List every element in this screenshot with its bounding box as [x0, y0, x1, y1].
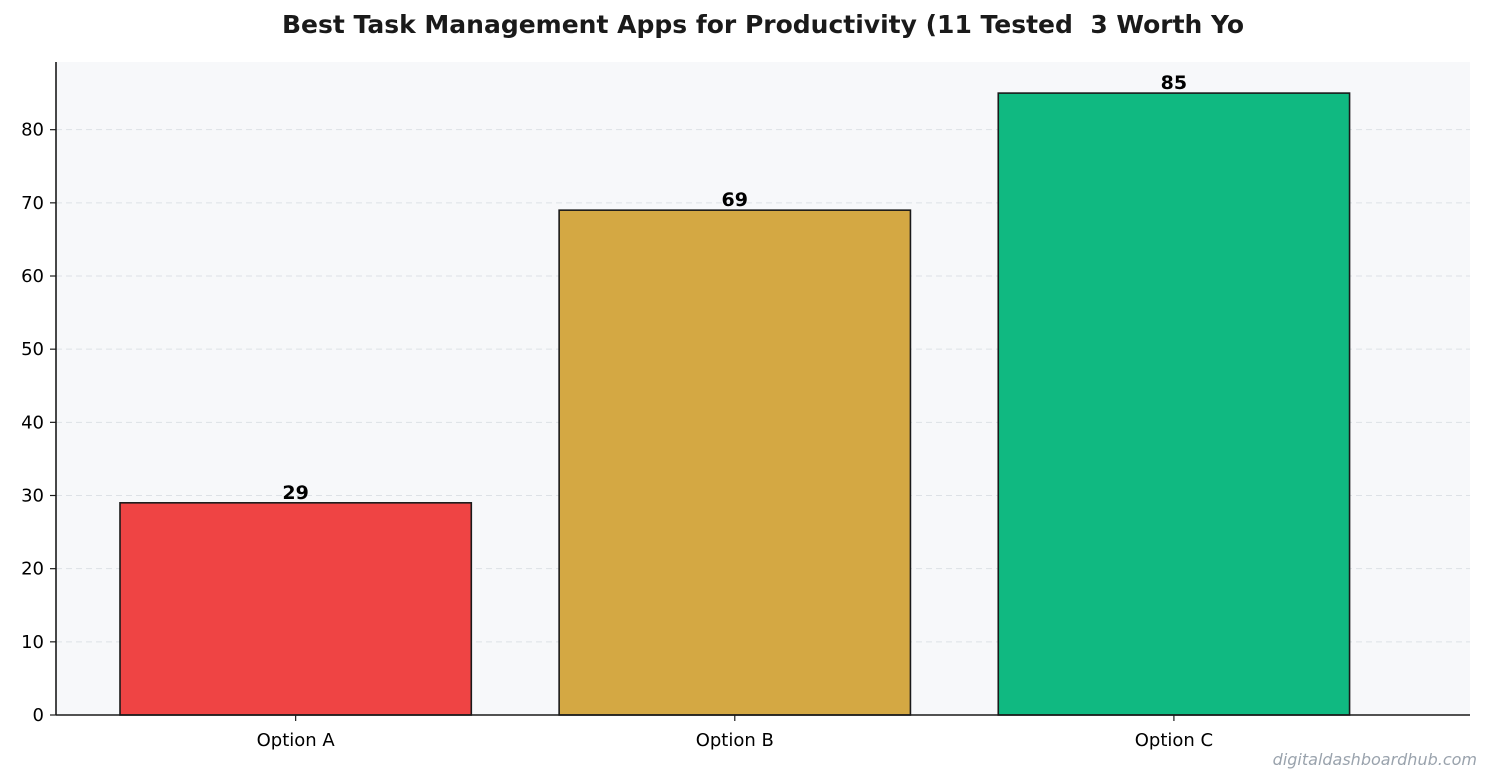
y-tick-label: 50 [21, 339, 44, 360]
bar-option-c [997, 92, 1351, 716]
y-tick-label: 40 [21, 412, 44, 433]
data-label: 29 [282, 482, 308, 504]
chart-title: Best Task Management Apps for Productivi… [281, 10, 1245, 39]
watermark: digitaldashboardhub.com [1272, 750, 1477, 769]
axes [55, 62, 1470, 716]
data-label: 85 [1161, 72, 1187, 94]
y-tick-label: 60 [21, 266, 44, 287]
data-labels: 29 69 85 [282, 72, 1187, 504]
x-tick-label: Option C [1135, 730, 1213, 751]
x-tick-label: Option A [257, 730, 336, 751]
y-tick-label: 80 [21, 120, 44, 141]
y-tick-label: 30 [21, 486, 44, 507]
y-tick-label: 20 [21, 559, 44, 580]
y-tick-label: 10 [21, 632, 44, 653]
bars [119, 92, 1351, 716]
x-axis-ticks: Option A Option B Option C [257, 715, 1213, 751]
x-tick-label: Option B [696, 730, 774, 751]
bar-option-a [119, 502, 473, 716]
y-tick-label: 0 [33, 705, 44, 726]
bar-option-b [558, 209, 912, 716]
data-label: 69 [722, 189, 748, 211]
y-tick-label: 70 [21, 193, 44, 214]
y-axis-ticks: 0 10 20 30 40 50 60 70 80 [21, 120, 56, 726]
